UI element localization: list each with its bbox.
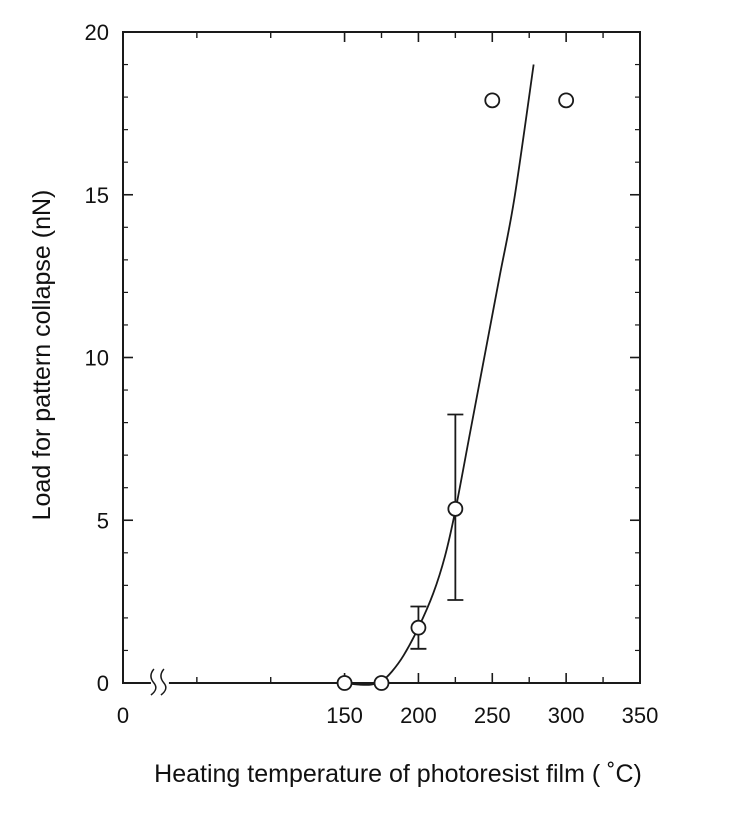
data-point [336,675,353,691]
x-axis-break-mark [150,667,169,696]
x-tick-label: 350 [622,703,659,728]
x-tick-label: 300 [548,703,585,728]
y-tick-label: 20 [85,20,109,45]
plot-frame [122,31,641,684]
y-tick-label: 10 [85,346,109,371]
data-point [447,500,464,517]
data-point [410,619,427,636]
x-tick-label: 250 [474,703,511,728]
x-tick-label: 150 [326,703,363,728]
x-axis-ticks: 0 150 200 250 300 350 [117,32,658,728]
axis-break-squiggle-right [160,668,167,696]
plot-border [122,31,641,684]
y-axis-title: Load for pattern collapse (nN) [28,190,56,521]
y-tick-label: 0 [97,671,109,696]
y-tick-label: 15 [85,183,109,208]
data-point [558,92,575,109]
data-point [373,675,390,691]
axis-break-squiggle-left [150,668,157,696]
fit-curve-line [344,64,535,686]
x-axis-title: Heating temperature of photoresist film … [154,760,642,788]
x-tick-label: 200 [400,703,437,728]
fit-curve-layer [344,64,535,686]
y-tick-label: 5 [97,508,109,533]
error-bars-layer [410,413,464,650]
y-axis-ticks: 0 5 10 15 20 [85,20,640,696]
data-points-layer [336,92,575,691]
x-tick-label: 0 [117,703,129,728]
data-point [484,92,501,109]
